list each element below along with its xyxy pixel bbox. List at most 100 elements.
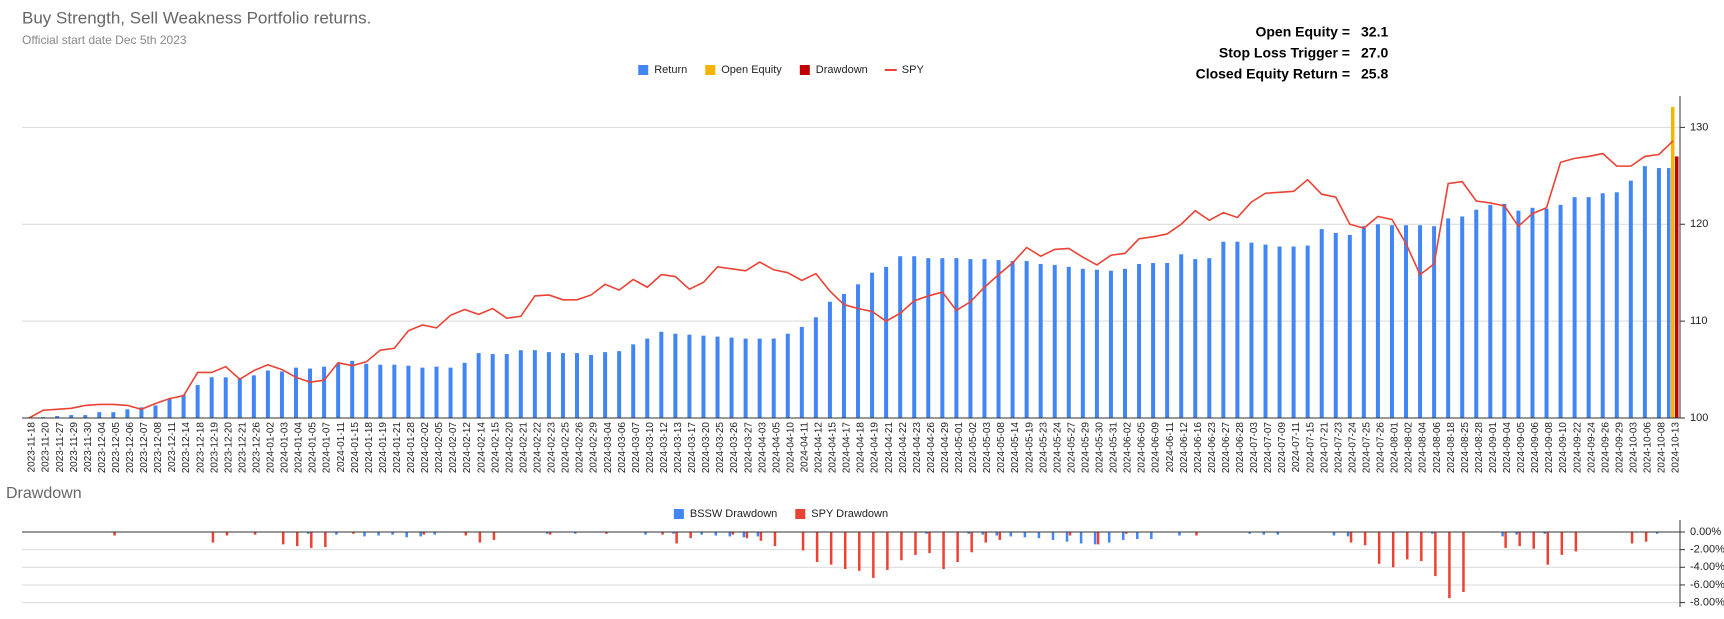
bar: [912, 256, 917, 418]
x-tick-label: 2023-11-18: [27, 422, 38, 473]
legend-swatch: [638, 65, 649, 75]
x-tick-label: 2024-07-21: [1319, 422, 1330, 474]
bar: [1377, 532, 1381, 564]
bar: [1502, 203, 1507, 418]
bar: [1305, 245, 1310, 418]
y-tick-label: 120: [1690, 218, 1708, 230]
x-tick-label: 2024-05-23: [1038, 422, 1049, 474]
x-tick-label: 2024-04-17: [842, 422, 853, 474]
bar: [308, 368, 313, 418]
x-tick-label: 2023-12-14: [181, 422, 192, 474]
x-tick-label: 2023-12-18: [195, 422, 206, 474]
x-tick-label: 2024-03-20: [701, 422, 712, 474]
bar: [659, 331, 664, 418]
x-tick-label: 2024-01-11: [336, 422, 347, 473]
bar: [209, 377, 214, 418]
bar: [113, 532, 116, 536]
bar: [1674, 156, 1679, 418]
annotation-value: 32.1: [1361, 24, 1388, 40]
bar: [715, 336, 720, 418]
bar: [1009, 532, 1013, 537]
bar: [363, 532, 366, 537]
bar: [1291, 246, 1296, 418]
bar: [928, 532, 931, 554]
x-tick-label: 2024-08-04: [1418, 422, 1429, 474]
bar: [981, 532, 984, 535]
x-tick-label: 2024-02-07: [448, 422, 459, 474]
bar: [995, 532, 999, 536]
bar: [1068, 532, 1072, 536]
bar: [1096, 532, 1100, 545]
legend-label: SPY Drawdown: [811, 508, 888, 520]
bar: [756, 532, 760, 537]
x-tick-label: 2023-12-04: [97, 422, 108, 474]
bar: [799, 326, 804, 418]
bar: [673, 333, 678, 418]
x-tick-label: 2024-06-12: [1179, 422, 1190, 474]
annotation-label: Closed Equity Return =: [1196, 66, 1350, 82]
x-tick-label: 2024-05-29: [1080, 422, 1091, 474]
bar: [675, 532, 678, 544]
x-tick-label: 2024-04-26: [926, 422, 937, 474]
bar: [139, 407, 144, 418]
x-tick-label: 2023-12-11: [167, 422, 178, 473]
bar: [350, 360, 355, 418]
bar: [324, 532, 327, 547]
bar: [1666, 168, 1671, 418]
x-tick-label: 2024-02-14: [476, 422, 487, 474]
bar: [55, 416, 60, 418]
bar: [1586, 197, 1591, 418]
bar: [1432, 226, 1437, 418]
bar: [1375, 224, 1380, 418]
x-tick-label: 2024-02-29: [589, 422, 600, 474]
bar: [603, 352, 608, 418]
x-tick-label: 2024-07-23: [1333, 422, 1344, 474]
bar: [364, 363, 369, 418]
x-tick-label: 2024-04-03: [757, 422, 768, 474]
bar: [478, 532, 482, 543]
y-tick-label: 130: [1690, 121, 1708, 133]
line-series: [28, 140, 1674, 419]
x-tick-label: 2024-01-03: [280, 422, 291, 474]
bar: [1136, 532, 1139, 540]
bar: [1614, 192, 1619, 418]
x-tick-label: 2024-04-18: [856, 422, 867, 474]
bar: [1346, 532, 1350, 537]
bar: [884, 266, 889, 418]
x-tick-label: 2024-07-11: [1291, 422, 1302, 473]
x-tick-label: 2024-07-09: [1277, 422, 1288, 474]
x-tick-label: 2023-12-05: [111, 422, 122, 474]
bar: [1151, 263, 1156, 418]
x-tick-label: 2024-08-06: [1432, 422, 1443, 474]
bar: [391, 532, 394, 535]
bar: [1446, 218, 1451, 418]
x-tick-label: 2024-06-11: [1165, 422, 1176, 473]
bar: [942, 532, 945, 570]
bar: [661, 532, 664, 535]
x-tick-label: 2024-06-28: [1235, 422, 1246, 474]
legend-swatch: [705, 65, 716, 75]
bar: [1094, 269, 1099, 418]
bar: [982, 259, 987, 418]
x-tick-label: 2024-05-03: [982, 422, 993, 474]
legend-label: Open Equity: [721, 64, 782, 76]
bar: [1150, 532, 1153, 540]
bar: [701, 335, 706, 418]
x-tick-label: 2024-02-26: [575, 422, 586, 474]
bar: [492, 532, 496, 540]
x-tick-label: 2024-06-02: [1123, 422, 1134, 474]
x-tick-label: 2024-08-28: [1474, 422, 1485, 474]
bar: [1560, 532, 1564, 555]
bar: [1195, 532, 1198, 536]
bar: [1543, 532, 1547, 534]
x-tick-label: 2024-08-25: [1460, 422, 1471, 474]
bar: [419, 532, 422, 537]
legend-swatch: [799, 65, 810, 75]
bar: [967, 532, 970, 534]
bar: [1248, 532, 1251, 534]
bar: [448, 367, 453, 418]
x-tick-label: 2024-08-01: [1390, 422, 1401, 474]
bar: [898, 256, 903, 418]
bar: [858, 532, 861, 571]
bar: [237, 378, 242, 418]
